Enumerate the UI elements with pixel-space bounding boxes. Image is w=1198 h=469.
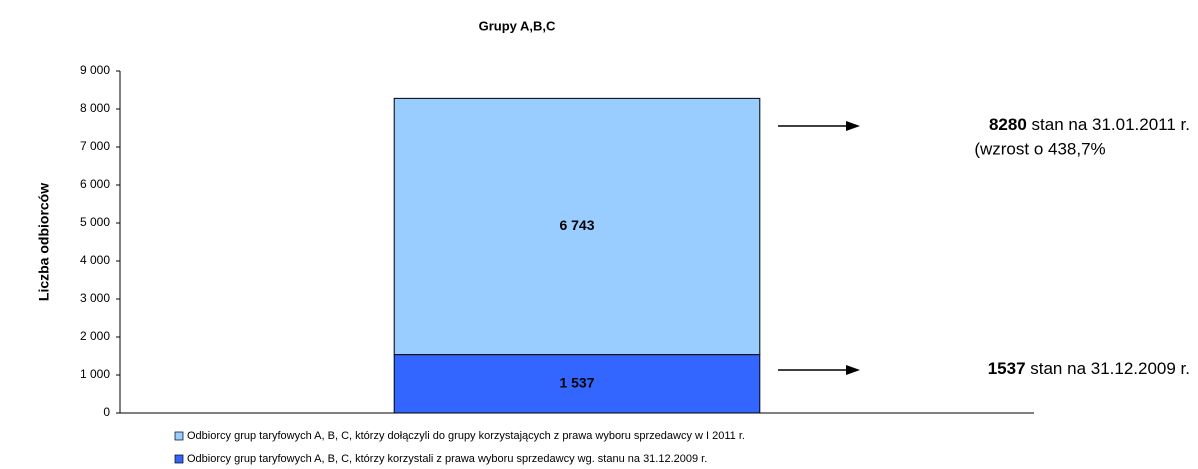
data-label: 1 537 [559,375,594,391]
legend-label: Odbiorcy grup taryfowych A, B, C, którzy… [187,453,707,465]
chart-title: Grupy A,B,C [479,18,556,33]
y-axis-label: Liczba odbiorców [36,183,52,301]
y-tick-label: 8 000 [80,101,110,115]
y-tick-label: 3 000 [80,291,110,305]
annotation: 1537 stan na 31.12.2009 r. [988,359,1190,378]
arrow-head [846,121,860,131]
y-tick-label: 0 [103,405,110,419]
y-tick-label: 6 000 [80,177,110,191]
bar-segment [393,97,761,356]
annotation-bold: 1537 [988,359,1026,378]
legend-swatch [174,454,184,464]
annotation-bold: 8280 [989,115,1027,134]
annotation-text: stan na 31.12.2009 r. [1026,359,1190,378]
y-tick-label: 7 000 [80,139,110,153]
y-tick-label: 2 000 [80,329,110,343]
bar-segment [393,354,761,414]
y-tick-label: 5 000 [80,215,110,229]
legend-swatch [174,431,184,441]
data-label: 6 743 [559,217,594,233]
legend-label: Odbiorcy grup taryfowych A, B, C, którzy… [187,430,745,442]
annotation-text: stan na 31.01.2011 r. [1027,115,1190,134]
y-tick-label: 4 000 [80,253,110,267]
y-tick-label: 9 000 [80,63,110,77]
annotation: 8280 stan na 31.01.2011 r. [989,115,1190,134]
y-tick-label: 1 000 [80,367,110,381]
arrow-head [846,365,860,375]
annotation: (wzrost o 438,7% [974,139,1105,158]
